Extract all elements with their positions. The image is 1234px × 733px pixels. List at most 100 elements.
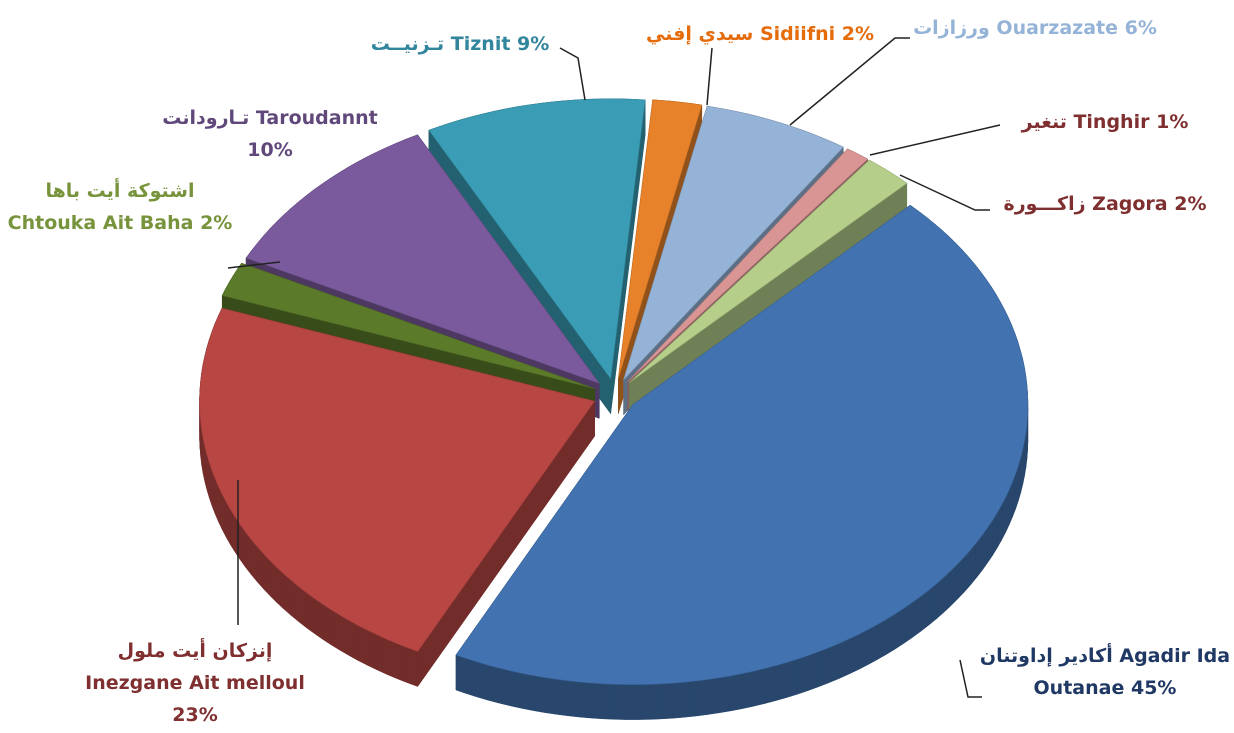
slice-side [935, 577, 944, 620]
slice-side [817, 647, 829, 688]
value-label: 10% [247, 139, 293, 161]
slice-side [477, 661, 489, 701]
data-label: اشتوكة أيت باها Chtouka Ait Baha 2% [0, 175, 240, 239]
data-label: زاكـــورة Zagora 2% [985, 188, 1225, 220]
slice-side [684, 680, 697, 718]
category-label: تنغير Tinghir [1021, 111, 1150, 133]
value-label: 9% [517, 33, 550, 55]
category-label: أكادير إداوتنان Agadir Ida Outanae [979, 645, 1231, 699]
slice-side [838, 638, 849, 680]
slice-side [521, 672, 534, 711]
slice-side [858, 629, 869, 671]
slice-side [848, 634, 859, 675]
slice-side [602, 683, 615, 720]
slice-side [730, 673, 743, 712]
slice-side [649, 683, 662, 720]
slice-side [660, 682, 674, 720]
slice-side [828, 643, 839, 684]
slice [199, 307, 596, 652]
value-label: 2% [1174, 193, 1207, 215]
value-label: 45% [1130, 677, 1177, 699]
slice [629, 159, 908, 383]
slice-side [912, 596, 921, 638]
category-label: إنزكان أيت ملول Inezgane Ait melloul [85, 640, 305, 694]
slice-side [590, 682, 603, 720]
data-label: إنزكان أيت ملول Inezgane Ait melloul 23% [85, 635, 305, 731]
slice-side [331, 609, 341, 651]
slice-side [920, 589, 929, 633]
slice-side [876, 618, 887, 661]
slice-side [276, 566, 284, 610]
category-label: تـارودانت Taroudannt [162, 107, 378, 129]
data-label: تـزنيــت Tiznit 9% [340, 28, 580, 60]
slice-side [950, 563, 958, 607]
slice-side [886, 613, 896, 655]
slice [618, 99, 703, 379]
slice [623, 105, 844, 381]
slice-side [269, 559, 277, 603]
slice-side [314, 598, 323, 640]
slice-side [510, 670, 522, 709]
slice-side [567, 680, 580, 718]
category-label: زاكـــورة Zagora [1003, 193, 1168, 215]
slice [428, 98, 646, 380]
leader-line [869, 124, 1001, 156]
slice-side [396, 643, 408, 684]
slice-side [283, 573, 292, 616]
slice-side [555, 678, 568, 716]
data-label: أكادير إداوتنان Agadir Ida Outanae 45% [975, 640, 1234, 704]
value-label: 2% [200, 212, 233, 234]
slice-side [672, 681, 685, 719]
leader-line [899, 174, 990, 211]
value-label: 6% [1124, 17, 1157, 39]
leader-line [706, 47, 713, 106]
category-label: اشتوكة أيت باها Chtouka Ait Baha [7, 180, 195, 234]
slice-side [786, 658, 798, 698]
slice-side [637, 684, 650, 720]
slice-side [322, 603, 332, 646]
slice-side [943, 570, 951, 614]
slice-side [775, 662, 787, 702]
data-label: سيدي إفني Sidiifni 2% [615, 18, 905, 50]
slice-side [741, 670, 754, 710]
slice-side [290, 579, 299, 623]
slice-side [298, 585, 307, 629]
slice-side [894, 607, 905, 650]
category-label: تـزنيــت Tiznit [370, 33, 511, 55]
slice-side [386, 639, 398, 680]
slice-side [407, 647, 418, 687]
data-label: تنغير Tinghir 1% [985, 106, 1225, 138]
slice-side [796, 655, 808, 695]
slice-side [532, 675, 545, 713]
slice [221, 262, 595, 389]
slice-side [358, 625, 369, 666]
slice-side [613, 684, 627, 720]
leader-line [789, 37, 910, 126]
slice-side [903, 602, 913, 644]
slice-side [348, 620, 359, 662]
slice-side [498, 667, 511, 707]
value-label: 2% [841, 23, 875, 45]
slice-side [867, 624, 878, 666]
slice-side [752, 668, 765, 707]
data-label: تـارودانت Taroudannt 10% [155, 102, 385, 166]
slice-side [487, 664, 500, 704]
slice-side [928, 583, 937, 626]
slice-side [544, 677, 557, 715]
slice-side [625, 684, 638, 720]
slice [627, 148, 869, 382]
category-label: ورزازات Ouarzazate [913, 17, 1119, 39]
slice-side [306, 592, 315, 634]
slice-side [707, 677, 720, 715]
slice-side [695, 679, 708, 717]
leader-line [559, 47, 586, 101]
category-label: سيدي إفني Sidiifni [645, 23, 836, 45]
leader-line [227, 261, 281, 269]
slice-side [578, 681, 591, 719]
slice-side [807, 651, 819, 692]
slice-side [367, 630, 378, 671]
value-label: 1% [1156, 111, 1189, 133]
leader-line [959, 659, 982, 698]
